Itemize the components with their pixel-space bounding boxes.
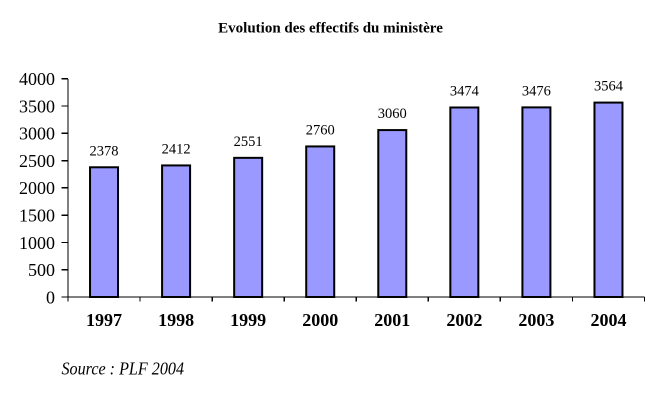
svg-text:3500: 3500	[19, 96, 55, 116]
svg-text:Evolution des effectifs du min: Evolution des effectifs du ministère	[218, 21, 443, 37]
svg-text:1999: 1999	[230, 310, 266, 330]
svg-text:1500: 1500	[19, 205, 55, 225]
svg-text:500: 500	[28, 260, 55, 280]
svg-text:2412: 2412	[162, 141, 191, 157]
svg-text:1997: 1997	[86, 310, 122, 330]
svg-text:3060: 3060	[378, 106, 407, 122]
svg-text:0: 0	[46, 287, 55, 307]
svg-text:2002: 2002	[446, 310, 482, 330]
svg-text:3000: 3000	[19, 124, 55, 144]
svg-text:3474: 3474	[450, 83, 480, 99]
svg-text:2000: 2000	[19, 178, 55, 198]
svg-text:4000: 4000	[19, 69, 55, 89]
svg-text:3564: 3564	[594, 79, 624, 95]
svg-text:2004: 2004	[590, 310, 626, 330]
svg-text:2000: 2000	[302, 310, 338, 330]
svg-text:2760: 2760	[306, 122, 335, 138]
svg-text:2551: 2551	[234, 134, 263, 150]
svg-text:2378: 2378	[90, 143, 119, 159]
svg-text:1000: 1000	[19, 233, 55, 253]
svg-text:Source : PLF 2004: Source : PLF 2004	[62, 358, 185, 378]
svg-text:2500: 2500	[19, 151, 55, 171]
svg-text:2003: 2003	[518, 310, 554, 330]
svg-text:1998: 1998	[158, 310, 194, 330]
svg-text:2001: 2001	[374, 310, 410, 330]
svg-text:3476: 3476	[522, 83, 551, 99]
